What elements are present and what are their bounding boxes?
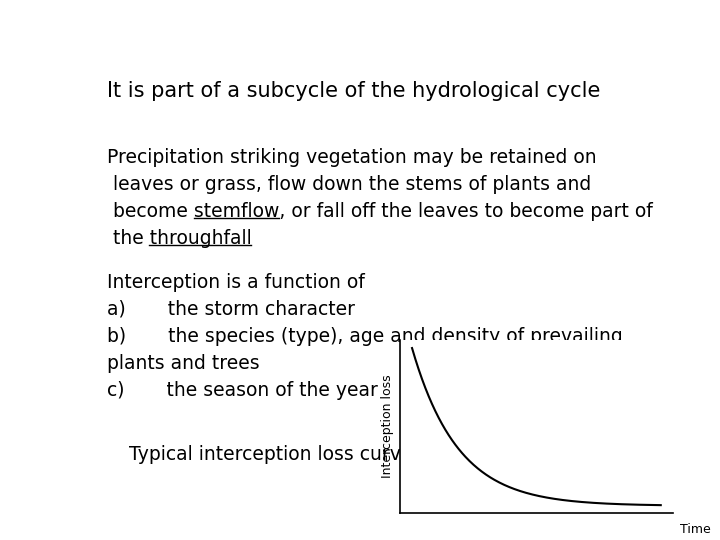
Text: Typical interception loss curve: Typical interception loss curve [129,445,413,464]
X-axis label: Time: Time [680,523,711,536]
Text: become stemflow, or fall off the leaves to become part of: become stemflow, or fall off the leaves … [107,202,652,221]
Text: plants and trees: plants and trees [107,354,259,373]
Text: Interception is a function of: Interception is a function of [107,273,364,292]
Y-axis label: Interception loss: Interception loss [381,375,394,478]
Text: a)       the storm character: a) the storm character [107,300,355,319]
Text: Precipitation striking vegetation may be retained on: Precipitation striking vegetation may be… [107,148,596,167]
Text: c)       the season of the year: c) the season of the year [107,381,377,400]
Text: It is part of a subcycle of the hydrological cycle: It is part of a subcycle of the hydrolog… [107,82,600,102]
Text: leaves or grass, flow down the stems of plants and: leaves or grass, flow down the stems of … [107,175,591,194]
Text: b)       the species (type), age and density of prevailing: b) the species (type), age and density o… [107,327,623,346]
Text: the throughfall: the throughfall [107,229,251,248]
